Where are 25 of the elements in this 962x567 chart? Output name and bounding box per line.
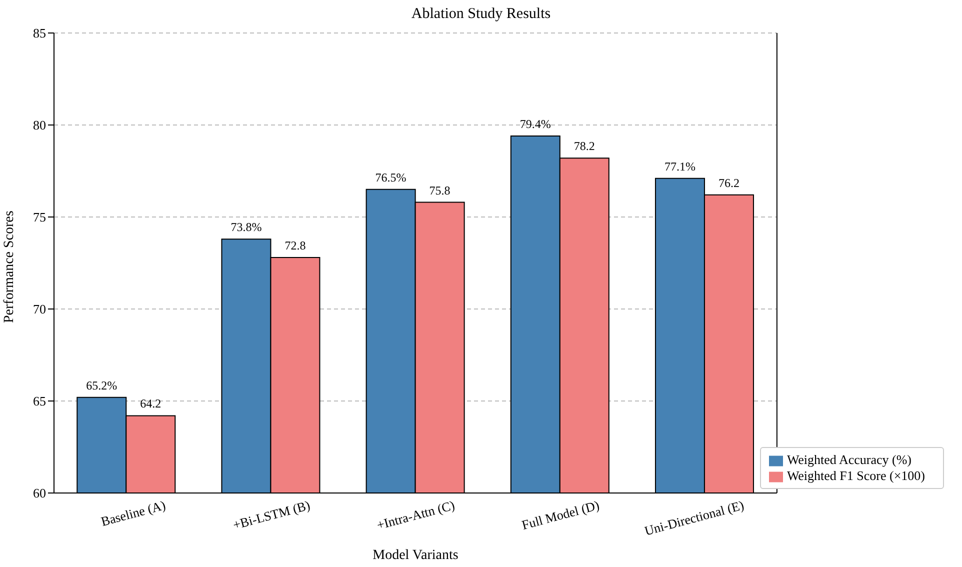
y-tick-label: 60: [33, 486, 46, 501]
y-tick-label: 65: [33, 394, 46, 409]
chart-title: Ablation Study Results: [410, 6, 552, 23]
data-label: 64.2: [140, 396, 162, 411]
data-label: 75.8: [429, 183, 450, 198]
data-label: 73.8%: [230, 220, 262, 234]
x-tick-label: Full Model (D): [520, 497, 601, 532]
data-label: 76.2: [718, 176, 740, 190]
y-tick-label: 85: [33, 26, 46, 41]
x-tick-label: +Intra-Attn (C): [375, 497, 456, 533]
data-label: 76.5%: [375, 170, 406, 184]
data-label: 65.2%: [86, 378, 118, 392]
y-axis-title: Performance Scores: [2, 210, 17, 323]
x-axis-title: Model Variants: [372, 548, 458, 563]
x-tick-label: Baseline (A): [99, 497, 168, 529]
legend-label: Weighted Accuracy (%): [786, 452, 912, 467]
y-tick-label: 75: [33, 210, 46, 225]
y-tick-label: 80: [33, 118, 46, 133]
x-tick-label: +Bi-LSTM (B): [231, 497, 312, 532]
data-label: 77.1%: [664, 159, 696, 174]
legend-label: Weighted F1 Score (×100): [786, 468, 925, 483]
data-label: 78.2: [574, 139, 595, 154]
data-label: 72.8: [284, 238, 306, 252]
y-tick-label: 70: [33, 302, 46, 317]
data-label: 79.4%: [520, 117, 551, 132]
